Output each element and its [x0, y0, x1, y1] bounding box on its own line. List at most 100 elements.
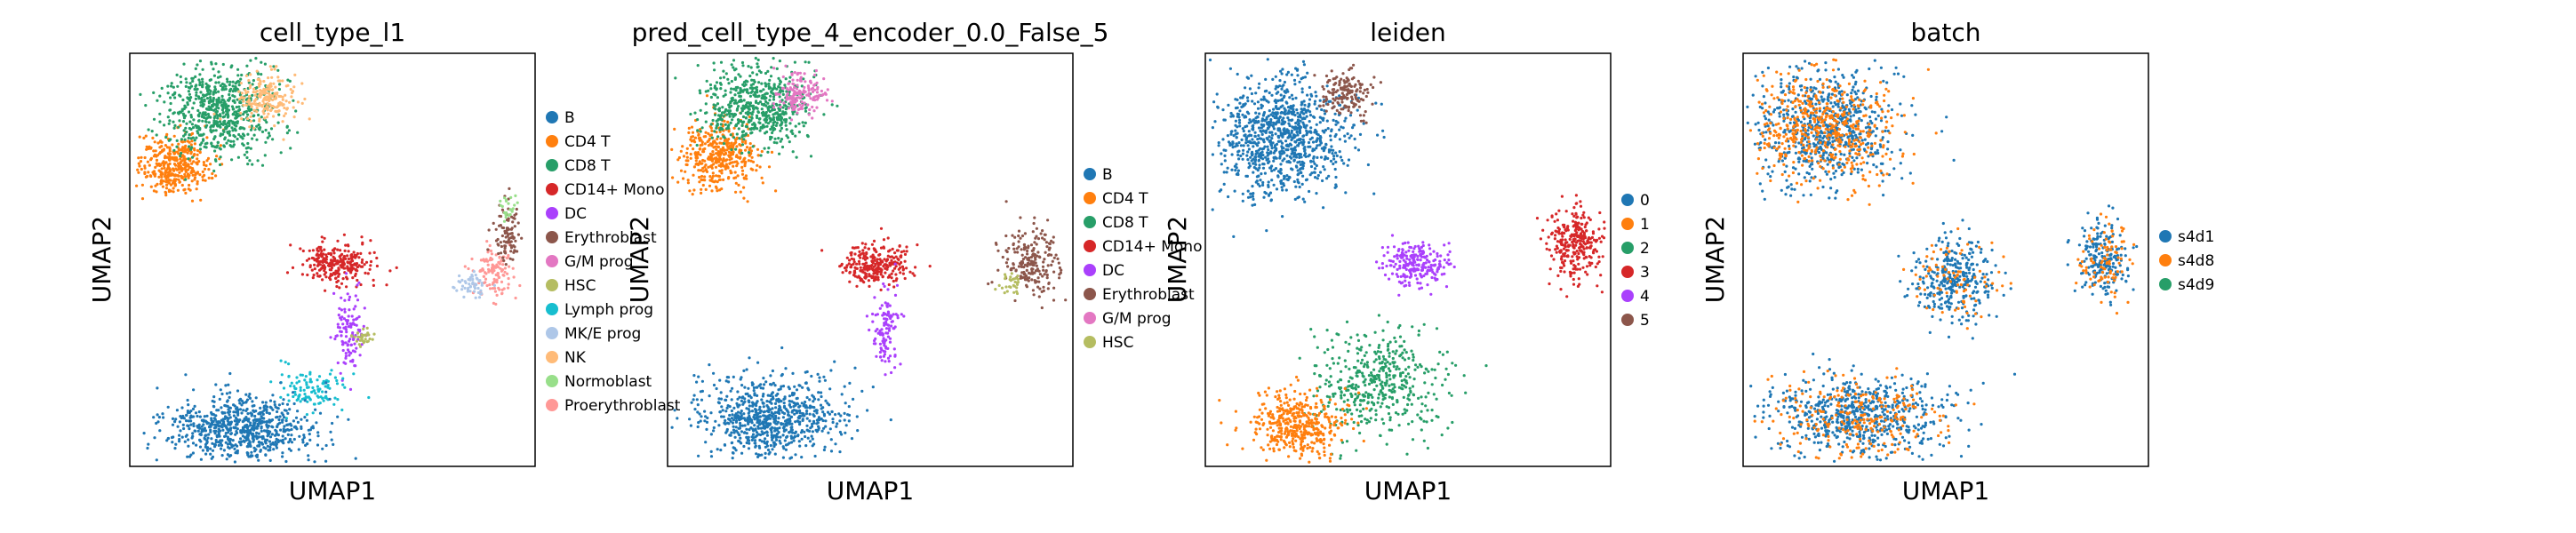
scatter-point: [172, 190, 175, 194]
scatter-point: [734, 147, 738, 151]
scatter-point: [176, 188, 180, 192]
scatter-point: [844, 424, 848, 427]
scatter-point: [811, 437, 814, 441]
scatter-point: [735, 108, 739, 112]
scatter-point: [164, 191, 168, 195]
scatter-point: [282, 138, 285, 141]
scatter-point: [760, 82, 764, 85]
scatter-point: [268, 458, 272, 463]
scatter-point: [730, 141, 733, 145]
scatter-point: [773, 429, 777, 433]
scatter-point: [676, 180, 680, 184]
scatter-point: [852, 258, 856, 261]
scatter-point: [300, 273, 304, 276]
scatter-point: [353, 364, 356, 368]
scatter-point: [689, 112, 692, 116]
scatter-point: [513, 213, 516, 217]
scatter-point: [901, 268, 905, 272]
scatter-point: [739, 421, 742, 426]
scatter-point: [477, 280, 481, 283]
scatter-point: [719, 449, 723, 452]
scatter-point: [324, 275, 328, 279]
scatter-point: [183, 440, 187, 443]
scatter-point: [751, 145, 755, 148]
scatter-point: [203, 167, 207, 171]
scatter-point: [260, 429, 263, 433]
scatter-point: [257, 123, 260, 127]
scatter-point: [185, 122, 188, 125]
scatter-point: [213, 88, 218, 91]
scatter-point: [843, 266, 847, 270]
scatter-point: [353, 342, 356, 346]
scatter-point: [184, 191, 188, 195]
scatter-point: [218, 434, 221, 438]
scatter-point: [152, 170, 156, 173]
scatter-point: [716, 122, 719, 126]
scatter-point: [201, 68, 204, 71]
scatter-point: [266, 426, 269, 429]
scatter-point: [914, 266, 917, 269]
scatter-point: [874, 278, 878, 282]
scatter-point: [195, 443, 198, 447]
scatter-point: [166, 405, 170, 409]
scatter-point: [499, 224, 503, 227]
scatter-point: [768, 401, 772, 404]
scatter-point: [750, 155, 754, 159]
scatter-point: [499, 266, 502, 270]
scatter-point: [512, 275, 516, 279]
scatter-point: [300, 373, 304, 377]
scatter-point: [147, 442, 150, 446]
scatter-point: [745, 427, 748, 431]
scatter-point: [388, 269, 392, 273]
scatter-point: [689, 143, 692, 147]
scatter-point: [700, 174, 704, 179]
scatter-point: [750, 86, 754, 90]
scatter-point: [172, 120, 175, 123]
scatter-point: [772, 98, 776, 101]
scatter-point: [812, 414, 816, 418]
scatter-point: [503, 266, 508, 270]
scatter-point: [346, 348, 350, 352]
scatter-point: [779, 129, 782, 132]
scatter-point: [691, 193, 694, 196]
scatter-point: [748, 127, 752, 131]
scatter-point: [188, 173, 191, 178]
scatter-point: [888, 304, 892, 307]
scatter-point: [743, 386, 747, 389]
scatter-point: [793, 93, 796, 97]
scatter-point: [479, 289, 483, 292]
scatter-point: [201, 112, 204, 115]
scatter-point: [775, 432, 780, 436]
scatter-point: [878, 350, 883, 354]
scatter-point: [369, 264, 372, 267]
scatter-point: [740, 424, 745, 427]
scatter-point: [334, 276, 338, 280]
scatter-point: [820, 93, 824, 97]
scatter-point: [308, 264, 312, 267]
scatter-point: [869, 274, 873, 278]
scatter-point: [858, 250, 861, 253]
scatter-point: [468, 285, 473, 289]
scatter-point: [698, 147, 702, 150]
scatter-point: [868, 264, 872, 268]
scatter-point: [505, 211, 508, 215]
scatter-point: [185, 413, 188, 418]
legend-label: NK: [564, 349, 587, 367]
scatter-point: [861, 257, 866, 260]
scatter-point: [276, 407, 280, 410]
scatter-point: [302, 435, 306, 440]
scatter-point: [255, 107, 259, 110]
scatter-point: [195, 88, 198, 91]
scatter-point: [202, 139, 205, 142]
scatter-point: [803, 72, 806, 76]
scatter-point: [165, 168, 169, 171]
scatter-point: [817, 416, 821, 419]
scatter-point: [335, 378, 339, 383]
scatter-point: [217, 427, 220, 431]
scatter-point: [224, 432, 228, 435]
scatter-point: [498, 275, 501, 279]
scatter-point: [308, 433, 311, 436]
scatter-point: [229, 426, 233, 430]
scatter-point: [834, 442, 837, 446]
scatter-point: [689, 424, 693, 427]
